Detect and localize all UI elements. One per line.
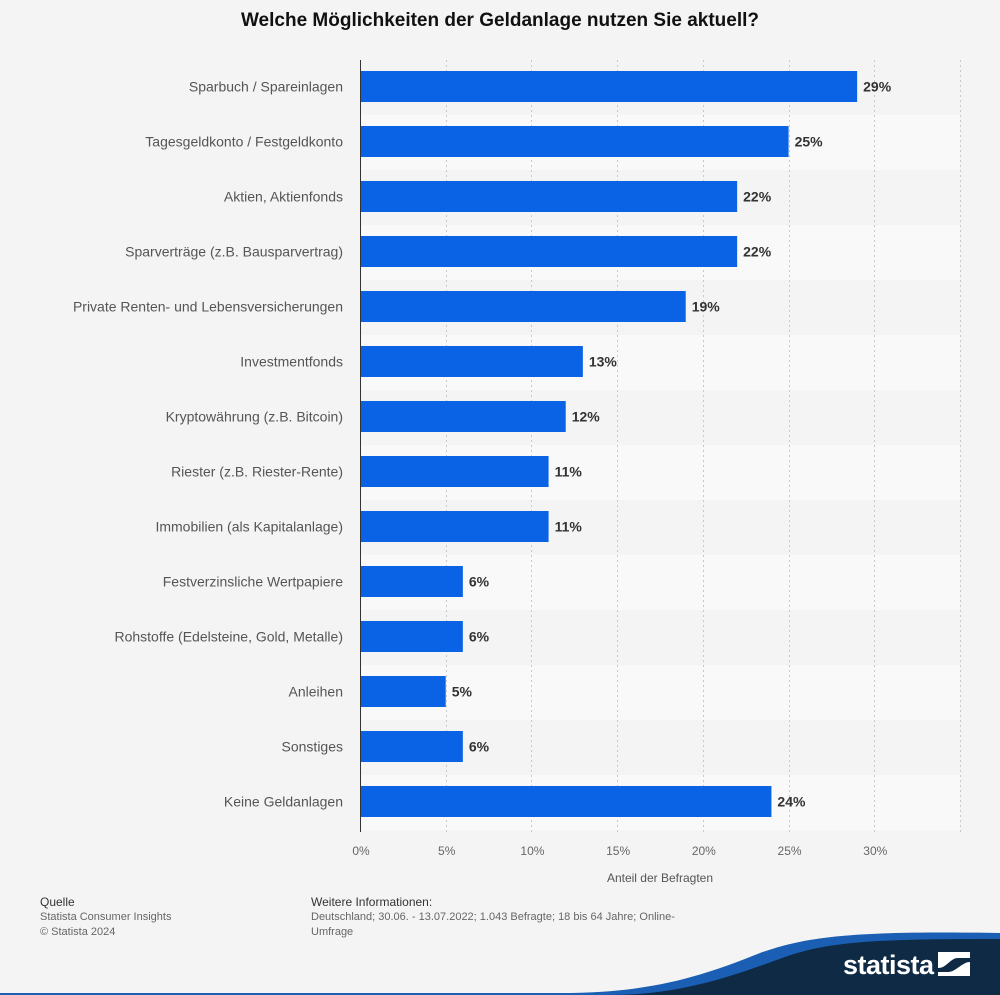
value-label: 11% (555, 464, 583, 480)
row-band (360, 665, 960, 720)
category-label: Sonstiges (282, 739, 343, 755)
category-label: Private Renten- und Lebensversicherungen (73, 299, 343, 315)
bar (361, 401, 566, 432)
value-label: 25% (795, 134, 824, 150)
brand-wave-dark (0, 939, 1000, 995)
value-label: 11% (555, 519, 583, 535)
info-line-2: Umfrage (311, 926, 354, 938)
x-axis-title: Anteil der Befragten (607, 871, 713, 885)
value-label: 6% (469, 574, 490, 590)
value-label: 6% (469, 739, 490, 755)
bar (361, 566, 463, 597)
value-label: 5% (452, 684, 473, 700)
statista-logo-text: statista (843, 950, 934, 980)
bar (361, 731, 463, 762)
bar (361, 71, 858, 102)
value-label: 19% (692, 299, 721, 315)
x-tick-label: 20% (692, 844, 716, 858)
value-label: 29% (863, 79, 892, 95)
category-label: Aktien, Aktienfonds (224, 189, 343, 205)
category-label: Tagesgeldkonto / Festgeldkonto (145, 134, 343, 150)
category-label: Keine Geldanlagen (224, 794, 343, 810)
statista-logo-icon (938, 952, 970, 976)
category-label: Rohstoffe (Edelsteine, Gold, Metalle) (114, 629, 343, 645)
value-label: 24% (777, 794, 806, 810)
bar (361, 511, 549, 542)
bar (361, 126, 789, 157)
bar (361, 346, 583, 377)
value-label: 12% (572, 409, 601, 425)
x-tick-label: 10% (520, 844, 544, 858)
source-line: Statista Consumer Insights (40, 911, 172, 923)
bar (361, 786, 772, 817)
source-block: Quelle Statista Consumer Insights © Stat… (40, 895, 171, 940)
brand-wave (0, 932, 1000, 995)
bar (361, 676, 446, 707)
value-label: 22% (743, 189, 772, 205)
info-line: Deutschland; 30.06. - 13.07.2022; 1.043 … (311, 911, 675, 923)
category-label: Immobilien (als Kapitalanlage) (155, 519, 343, 535)
category-label: Kryptowährung (z.B. Bitcoin) (166, 409, 343, 425)
info-block: Weitere Informationen: Deutschland; 30.0… (311, 895, 731, 940)
value-label: 6% (469, 629, 490, 645)
category-label: Sparbuch / Spareinlagen (189, 79, 343, 95)
x-tick-label: 0% (352, 844, 370, 858)
category-label: Sparverträge (z.B. Bausparvertrag) (125, 244, 343, 260)
info-heading: Weitere Informationen: (311, 895, 433, 909)
category-label: Riester (z.B. Riester-Rente) (171, 464, 343, 480)
bar (361, 181, 738, 212)
source-heading: Quelle (40, 895, 75, 909)
x-tick-label: 15% (606, 844, 630, 858)
value-label: 13% (589, 354, 618, 370)
bar (361, 621, 463, 652)
chart-title: Welche Möglichkeiten der Geldanlage nutz… (240, 10, 760, 31)
bar (361, 456, 549, 487)
copyright-line: © Statista 2024 (40, 926, 116, 938)
x-tick-label: 25% (778, 844, 802, 858)
bar (361, 291, 686, 322)
category-label: Festverzinsliche Wertpapiere (163, 574, 343, 590)
bar (361, 236, 738, 267)
category-label: Anleihen (289, 684, 344, 700)
category-label: Investmentfonds (240, 354, 343, 370)
x-tick-label: 30% (863, 844, 887, 858)
x-tick-label: 5% (438, 844, 456, 858)
value-label: 22% (743, 244, 772, 260)
chart-plot: Sparbuch / Spareinlagen Tagesgeldkonto / … (73, 60, 961, 885)
